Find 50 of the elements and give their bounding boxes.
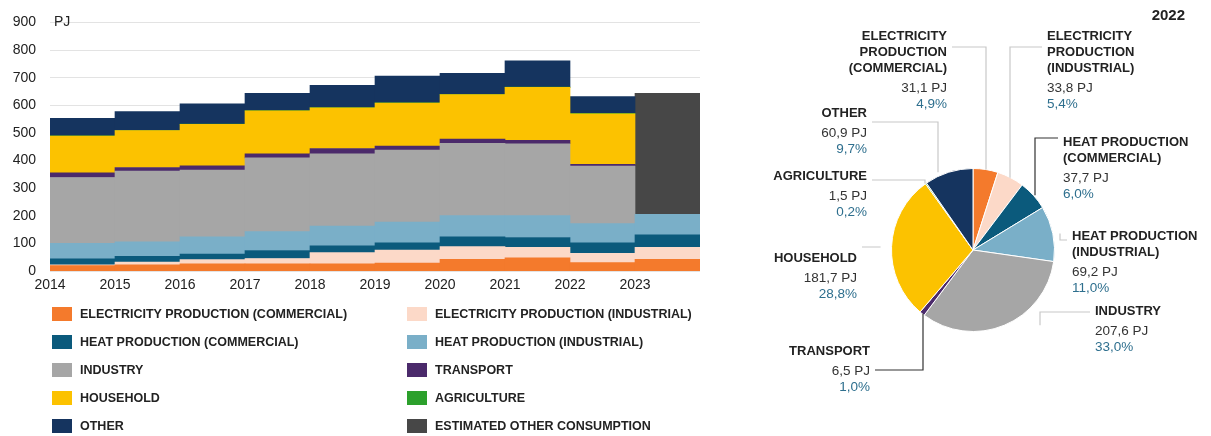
slice-label: OTHER [821, 105, 868, 121]
y-tick-label: 100 [12, 234, 37, 251]
x-tick-label: 2018 [294, 276, 326, 293]
x-tick-label: 2014 [34, 276, 66, 293]
x-tick-label: 2020 [424, 276, 456, 293]
chart-title: 2022 [1151, 5, 1185, 23]
y-tick-label: 900 [12, 13, 37, 30]
slice-label: HEAT PRODUCTION (COMMERCIAL) [1063, 134, 1189, 166]
data-label: 207,6 PJ 33,0% [1095, 323, 1149, 355]
y-tick-label: 300 [12, 179, 37, 196]
y-tick-label: 400 [12, 151, 37, 168]
slice-label: TRANSPORT [789, 343, 871, 359]
x-tick-label: 2022 [554, 276, 586, 293]
y-tick-label: 500 [12, 123, 37, 140]
x-tick-label: 2016 [164, 276, 196, 293]
y-tick-label: 600 [12, 96, 37, 113]
y-tick-label: 200 [12, 206, 37, 223]
data-label: 1,5 PJ 0,2% [828, 188, 867, 220]
data-label: 69,2 PJ 11,0% [1072, 264, 1118, 296]
legend-label: INDUSTRY [80, 362, 144, 377]
legend-label: HOUSEHOLD [80, 390, 160, 405]
legend-label: AGRICULTURE [435, 390, 526, 405]
data-label: 33,8 PJ 5,4% [1047, 80, 1093, 112]
y-tick-label: 0 [28, 262, 37, 279]
y-tick-label: 800 [12, 40, 37, 57]
x-tick-label: 2021 [489, 276, 521, 293]
data-label: 60,9 PJ 9,7% [821, 125, 867, 157]
x-tick-label: 2019 [359, 276, 391, 293]
legend-label: HEAT PRODUCTION (COMMERCIAL) [80, 334, 299, 349]
y-axis-title: PJ [54, 13, 71, 30]
x-tick-label: 2017 [229, 276, 261, 293]
slice-label: ELECTRICITY PRODUCTION (INDUSTRIAL) [1047, 28, 1135, 76]
slice-label: INDUSTRY [1095, 303, 1162, 319]
slice-label: HOUSEHOLD [773, 250, 857, 266]
legend-label: ESTIMATED OTHER CONSUMPTION [435, 418, 651, 433]
slice-label: ELECTRICITY PRODUCTION (COMMERCIAL) [848, 28, 948, 76]
x-tick-label: 2023 [619, 276, 651, 293]
y-tick-label: 700 [12, 68, 37, 85]
data-label: 31,1 PJ 4,9% [901, 80, 947, 112]
legend-label: TRANSPORT [435, 362, 513, 377]
slice-label: HEAT PRODUCTION (INDUSTRIAL) [1072, 228, 1198, 260]
data-label: 37,7 PJ 6,0% [1063, 170, 1109, 202]
legend-label: ELECTRICITY PRODUCTION (INDUSTRIAL) [435, 306, 692, 321]
legend-label: OTHER [80, 418, 124, 433]
slice-label: AGRICULTURE [773, 168, 868, 184]
legend-label: ELECTRICITY PRODUCTION (COMMERCIAL) [80, 306, 348, 321]
legend-label: HEAT PRODUCTION (INDUSTRIAL) [435, 334, 644, 349]
x-tick-label: 2015 [99, 276, 131, 293]
data-label: 6,5 PJ 1,0% [831, 363, 870, 395]
data-label: 181,7 PJ 28,8% [803, 270, 857, 302]
